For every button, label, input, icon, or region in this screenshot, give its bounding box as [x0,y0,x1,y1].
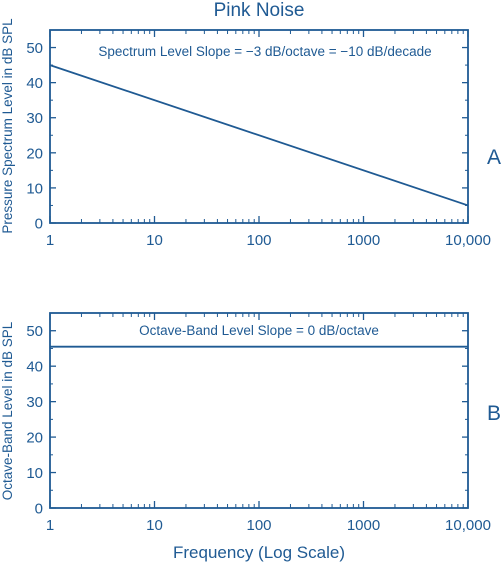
y-tick-label-b: 50 [26,323,43,340]
x-tick-label-a: 10 [146,232,163,249]
slope-annotation-a: Spectrum Level Slope = −3 dB/octave = −1… [98,44,431,59]
y-axis-label-a: Pressure Spectrum Level in dB SPL [0,18,15,234]
y-tick-label-a: 0 [35,216,43,233]
x-tick-label-b: 10 [146,517,163,534]
x-tick-label-b: 10,000 [445,517,491,534]
panel-b: 0 10 20 30 40 50 1 10 100 1000 10,000 Octave-Band… [0,312,501,562]
panel-letter-b: B [487,402,501,425]
y-axis-a: 0 10 20 30 40 50 [26,40,468,233]
x-axis-a: 1 10 100 1000 10,000 [46,30,491,249]
x-tick-label-b: 1 [46,517,54,534]
x-tick-label-a: 100 [246,232,271,249]
x-tick-label-a: 1000 [347,232,380,249]
x-tick-label-a: 10,000 [445,232,491,249]
y-axis-label-b: Octave-Band Level in dB SPL [0,321,15,500]
y-tick-label-a: 40 [26,75,43,92]
x-axis-label: Frequency (Log Scale) [173,543,345,562]
chart-title: Pink Noise [214,0,305,21]
x-tick-label-b: 100 [246,517,271,534]
y-tick-label-b: 20 [26,430,43,447]
series-a [49,64,469,207]
plot-frame-b [49,312,469,509]
y-tick-label-a: 30 [26,110,43,127]
x-tick-label-a: 1 [46,232,54,249]
x-axis-b: 1 10 100 1000 10,000 [46,313,491,534]
y-axis-b: 0 10 20 30 40 50 [26,323,468,518]
y-tick-label-b: 0 [35,501,43,518]
series-line-a [49,64,469,207]
panel-letter-a: A [487,146,501,169]
x-tick-label-b: 1000 [347,517,380,534]
slope-annotation-b: Octave-Band Level Slope = 0 dB/octave [139,323,379,338]
y-tick-label-a: 50 [26,40,43,57]
y-tick-label-a: 20 [26,145,43,162]
y-tick-label-b: 40 [26,359,43,376]
y-tick-label-b: 30 [26,394,43,411]
y-tick-label-a: 10 [26,180,43,197]
y-tick-label-b: 10 [26,465,43,482]
